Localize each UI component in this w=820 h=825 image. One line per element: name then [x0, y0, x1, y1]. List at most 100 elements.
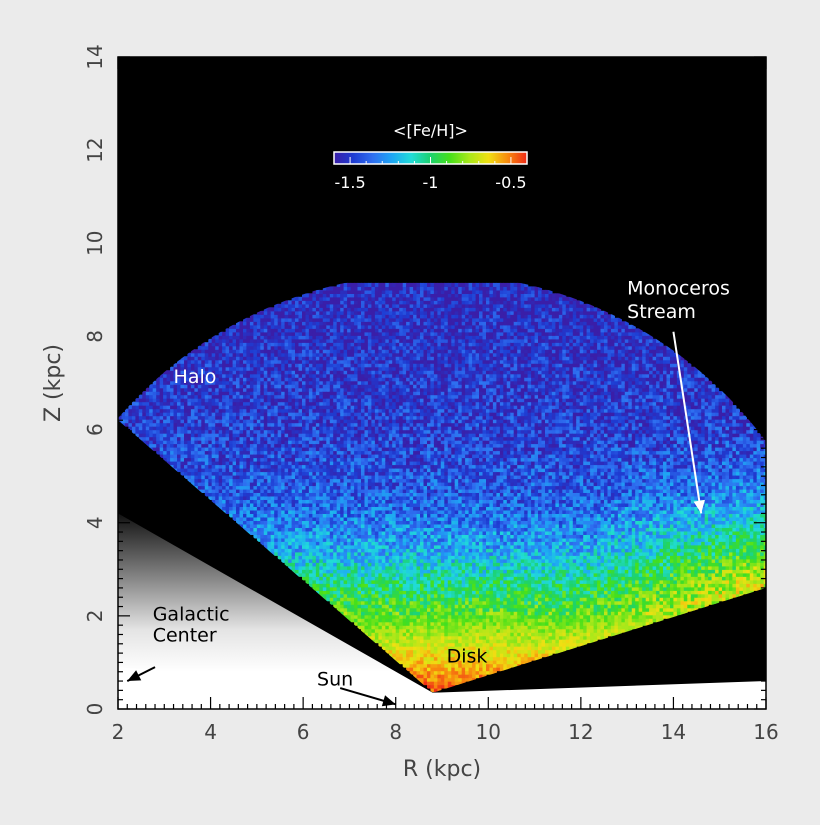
- heatmap-cell: [278, 451, 282, 455]
- heatmap-cell: [312, 398, 316, 402]
- heatmap-cell: [351, 573, 355, 577]
- heatmap-cell: [333, 339, 337, 343]
- heatmap-cell: [344, 381, 348, 385]
- heatmap-cell: [278, 335, 282, 339]
- heatmap-cell: [351, 335, 355, 339]
- heatmap-cell: [205, 346, 209, 350]
- heatmap-cell: [240, 465, 244, 469]
- heatmap-cell: [337, 286, 341, 290]
- heatmap-cell: [347, 527, 351, 531]
- heatmap-cell: [181, 444, 185, 448]
- heatmap-cell: [271, 479, 275, 483]
- heatmap-cell: [250, 402, 254, 406]
- heatmap-cell: [271, 398, 275, 402]
- heatmap-cell: [344, 608, 348, 612]
- heatmap-cell: [323, 321, 327, 325]
- heatmap-cell: [246, 381, 250, 385]
- heatmap-cell: [222, 465, 226, 469]
- heatmap-cell: [299, 513, 303, 517]
- heatmap-cell: [278, 349, 282, 353]
- heatmap-cell: [198, 409, 202, 413]
- heatmap-cell: [326, 412, 330, 416]
- heatmap-cell: [236, 405, 240, 409]
- heatmap-cell: [319, 300, 323, 304]
- heatmap-cell: [174, 412, 178, 416]
- heatmap-cell: [309, 297, 313, 301]
- heatmap-cell: [253, 335, 257, 339]
- heatmap-cell: [253, 444, 257, 448]
- heatmap-cell: [347, 325, 351, 329]
- heatmap-cell: [347, 458, 351, 462]
- heatmap-cell: [312, 461, 316, 465]
- heatmap-cell: [222, 353, 226, 357]
- heatmap-cell: [382, 475, 386, 479]
- heatmap-cell: [361, 548, 365, 552]
- heatmap-cell: [288, 416, 292, 420]
- heatmap-cell: [299, 353, 303, 357]
- heatmap-cell: [375, 531, 379, 535]
- heatmap-cell: [361, 458, 365, 462]
- heatmap-cell: [358, 349, 362, 353]
- heatmap-cell: [337, 465, 341, 469]
- heatmap-cell: [396, 583, 400, 587]
- heatmap-cell: [250, 409, 254, 413]
- heatmap-cell: [149, 419, 153, 423]
- heatmap-cell: [312, 360, 316, 364]
- heatmap-cell: [128, 419, 132, 423]
- heatmap-cell: [326, 545, 330, 549]
- heatmap-cell: [285, 520, 289, 524]
- heatmap-cell: [253, 482, 257, 486]
- heatmap-cell: [323, 594, 327, 598]
- heatmap-cell: [264, 541, 268, 545]
- heatmap-cell: [253, 454, 257, 458]
- heatmap-cell: [205, 486, 209, 490]
- heatmap-cell: [326, 552, 330, 556]
- heatmap-cell: [312, 412, 316, 416]
- heatmap-cell: [128, 416, 132, 420]
- heatmap-cell: [229, 419, 233, 423]
- heatmap-cell: [181, 468, 185, 472]
- heatmap-cell: [392, 482, 396, 486]
- heatmap-cell: [368, 601, 372, 605]
- heatmap-cell: [278, 433, 282, 437]
- heatmap-cell: [201, 447, 205, 451]
- heatmap-cell: [309, 562, 313, 566]
- heatmap-cell: [337, 318, 341, 322]
- heatmap-cell: [382, 339, 386, 343]
- heatmap-cell: [347, 580, 351, 584]
- heatmap-cell: [344, 297, 348, 301]
- heatmap-cell: [125, 416, 129, 420]
- heatmap-cell: [278, 458, 282, 462]
- heatmap-cell: [260, 499, 264, 503]
- heatmap-cell: [278, 555, 282, 559]
- heatmap-cell: [240, 346, 244, 350]
- heatmap-cell: [326, 353, 330, 357]
- heatmap-cell: [392, 541, 396, 545]
- heatmap-cell: [382, 454, 386, 458]
- heatmap-cell: [240, 335, 244, 339]
- heatmap-cell: [309, 349, 313, 353]
- heatmap-cell: [323, 332, 327, 336]
- heatmap-cell: [368, 304, 372, 308]
- heatmap-cell: [326, 492, 330, 496]
- heatmap-cell: [382, 283, 386, 287]
- heatmap-cell: [222, 339, 226, 343]
- heatmap-cell: [201, 398, 205, 402]
- heatmap-cell: [319, 423, 323, 427]
- heatmap-cell: [264, 524, 268, 528]
- heatmap-cell: [368, 381, 372, 385]
- heatmap-cell: [278, 356, 282, 360]
- heatmap-cell: [229, 447, 233, 451]
- heatmap-cell: [375, 353, 379, 357]
- heatmap-cell: [271, 496, 275, 500]
- heatmap-cell: [392, 335, 396, 339]
- heatmap-cell: [288, 503, 292, 507]
- heatmap-cell: [337, 412, 341, 416]
- heatmap-cell: [264, 423, 268, 427]
- heatmap-cell: [285, 482, 289, 486]
- heatmap-cell: [285, 356, 289, 360]
- heatmap-cell: [375, 395, 379, 399]
- heatmap-cell: [333, 346, 337, 350]
- heatmap-cell: [358, 402, 362, 406]
- heatmap-cell: [198, 468, 202, 472]
